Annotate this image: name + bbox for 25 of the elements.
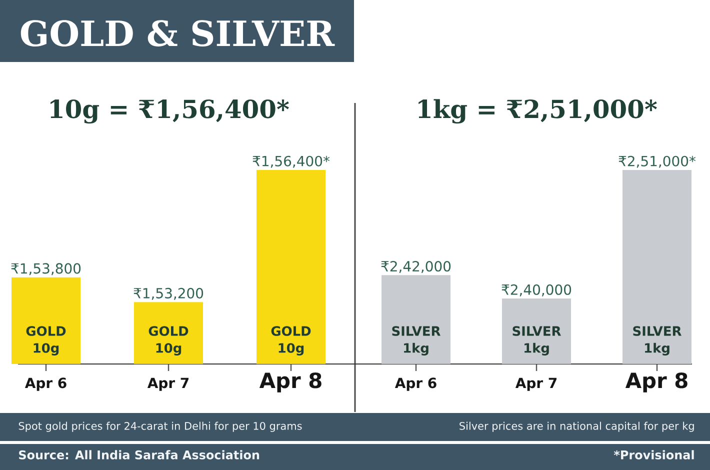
data-label: ₹2,42,000 xyxy=(381,261,451,273)
chart-subtitle: 1kg = ₹2,51,000* xyxy=(418,99,657,124)
data-label: ₹2,51,000* xyxy=(618,156,696,168)
data-label: ₹1,53,200 xyxy=(134,288,204,300)
x-tick-label: Apr 7 xyxy=(515,378,557,391)
x-tick-label: Apr 7 xyxy=(147,378,188,391)
annotation: SILVER 1kg xyxy=(633,326,682,356)
data-label: ₹1,56,400* xyxy=(252,156,330,168)
chart-subtitle: 10g = ₹1,56,400* xyxy=(50,100,289,124)
data-label: ₹2,40,000 xyxy=(502,284,572,296)
source-note: Source: All India Sarafa Association xyxy=(19,450,260,460)
x-tick-label: Apr 6 xyxy=(394,378,436,391)
text: *Provisional xyxy=(614,450,694,460)
annotation: GOLD 10g xyxy=(148,326,188,356)
annotation: GOLD 10g xyxy=(26,326,66,356)
text: Silver prices are in national capital for per kg xyxy=(460,422,694,432)
annotation: SILVER 1kg xyxy=(512,326,561,356)
x-tick-label: Apr 8 xyxy=(625,372,688,392)
annotation: GOLD 10g xyxy=(271,326,311,356)
x-tick-label: Apr 8 xyxy=(259,372,322,392)
text: Spot gold prices for 24-carat in Delhi for per 10 grams xyxy=(18,422,302,432)
x-tick-label: Apr 6 xyxy=(24,378,66,391)
annotation: SILVER 1kg xyxy=(392,326,440,356)
chart-title: GOLD & SILVER xyxy=(20,20,335,46)
data-label: ₹1,53,800 xyxy=(11,263,81,276)
